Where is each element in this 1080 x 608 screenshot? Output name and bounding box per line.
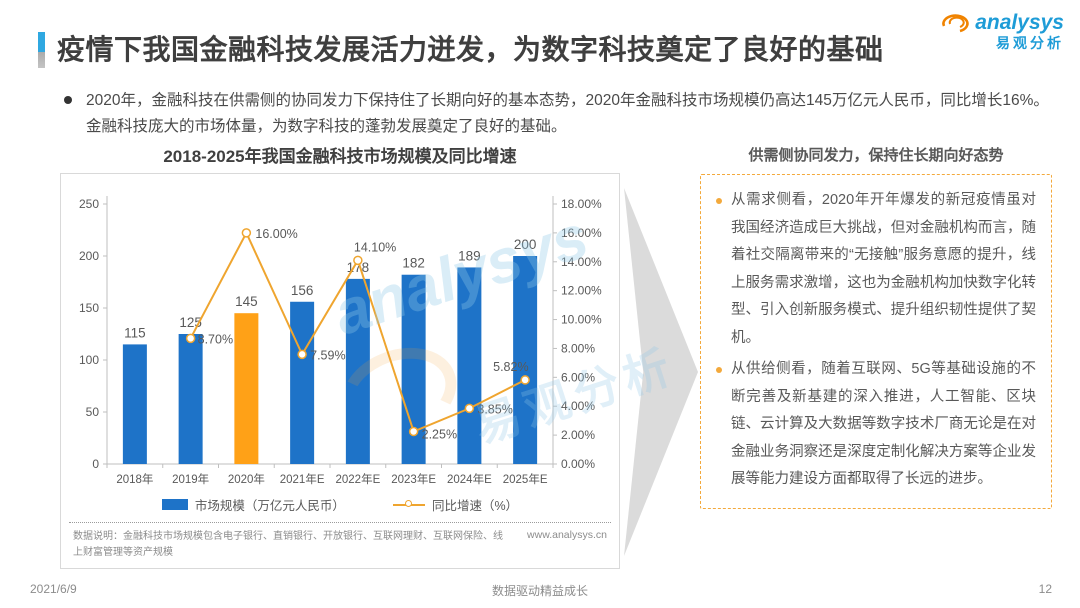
analysys-logo: analysys 易观分析 <box>942 11 1064 53</box>
source-url: www.analysys.cn <box>527 529 607 541</box>
legend-item-market-size: 市场规模（万亿元人民币） <box>161 495 345 514</box>
svg-text:0.00%: 0.00% <box>561 457 595 471</box>
legend-line-label: 同比增速（%） <box>431 499 519 513</box>
svg-text:2018年: 2018年 <box>116 472 153 486</box>
header: 疫情下我国金融科技发展活力迸发，为数字科技奠定了良好的基础 <box>38 28 884 68</box>
page-number: 12 <box>1038 582 1052 596</box>
logo-brand-text: analysys <box>975 11 1064 34</box>
chart-legend: 市场规模（万亿元人民币） 同比增速（%） <box>65 495 615 514</box>
svg-text:0: 0 <box>92 457 99 471</box>
footer-date: 2021/6/9 <box>30 582 77 596</box>
svg-text:3.85%: 3.85% <box>477 402 512 416</box>
svg-text:50: 50 <box>86 405 100 419</box>
logo-swirl-icon <box>942 14 969 33</box>
panel-box: 从需求侧看，2020年开年爆发的新冠疫情虽对我国经济造成巨大挑战，但对金融机构而… <box>700 174 1052 510</box>
svg-text:18.00%: 18.00% <box>561 197 602 211</box>
svg-text:10.00%: 10.00% <box>561 313 602 327</box>
svg-text:145: 145 <box>235 294 258 309</box>
bullet-dot-icon <box>64 96 72 104</box>
svg-text:2.00%: 2.00% <box>561 428 595 442</box>
svg-text:200: 200 <box>79 249 99 263</box>
svg-text:2.25%: 2.25% <box>422 428 457 442</box>
intro-text: 2020年，金融科技在供需侧的协同发力下保持住了长期向好的基本态势，2020年金… <box>86 92 1049 136</box>
intro-bullet: 2020年，金融科技在供需侧的协同发力下保持住了长期向好的基本态势，2020年金… <box>64 88 1054 141</box>
svg-text:14.10%: 14.10% <box>354 240 396 254</box>
svg-text:182: 182 <box>402 256 425 271</box>
svg-text:8.00%: 8.00% <box>561 341 595 355</box>
svg-text:2022年E: 2022年E <box>335 472 380 486</box>
svg-text:2019年: 2019年 <box>172 472 209 486</box>
legend-line-swatch <box>392 500 425 507</box>
svg-text:150: 150 <box>79 301 99 315</box>
chart-title: 2018-2025年我国金融科技市场规模及同比增速 <box>163 147 517 166</box>
legend-bar-label: 市场规模（万亿元人民币） <box>194 499 345 513</box>
panel-bullet-demand-text: 从需求侧看，2020年开年爆发的新冠疫情虽对我国经济造成巨大挑战，但对金融机构而… <box>731 192 1036 346</box>
svg-text:6.00%: 6.00% <box>561 370 595 384</box>
svg-text:100: 100 <box>79 353 99 367</box>
svg-text:115: 115 <box>124 325 146 340</box>
panel-bullet-list: 从需求侧看，2020年开年爆发的新冠疫情虽对我国经济造成巨大挑战，但对金融机构而… <box>716 187 1036 494</box>
legend-line-dot <box>404 500 412 507</box>
insight-panel: 供需侧协同发力，保持住长期向好态势 从需求侧看，2020年开年爆发的新冠疫情虽对… <box>700 144 1052 510</box>
chart-note-divider <box>69 522 611 523</box>
svg-text:189: 189 <box>458 248 481 263</box>
svg-text:14.00%: 14.00% <box>561 255 602 269</box>
legend-bar-swatch <box>161 499 188 510</box>
panel-title: 供需侧协同发力，保持住长期向好态势 <box>748 147 1004 164</box>
panel-bullet-supply-text: 从供给侧看，随着互联网、5G等基础设施的不断完善及新基建的深入推进，人工智能、区… <box>731 361 1036 488</box>
svg-text:2024年E: 2024年E <box>447 472 492 486</box>
data-note: 数据说明：金融科技市场规模包含电子银行、直销银行、开放银行、互联网理财、互联网保… <box>73 531 503 558</box>
footer-slogan: 数据驱动精益成长 <box>491 584 588 598</box>
svg-text:2025年E: 2025年E <box>503 472 548 486</box>
svg-text:250: 250 <box>79 197 99 211</box>
svg-text:5.82%: 5.82% <box>493 360 528 374</box>
chart-note-row: 数据说明：金融科技市场规模包含电子银行、直销银行、开放银行、互联网理财、互联网保… <box>65 529 615 562</box>
orange-bullet-dot-icon <box>716 198 722 204</box>
page-title: 疫情下我国金融科技发展活力迸发，为数字科技奠定了良好的基础 <box>57 34 884 65</box>
svg-text:16.00%: 16.00% <box>561 226 602 240</box>
chart-section: 2018-2025年我国金融科技市场规模及同比增速 0 50 100 150 200 25… <box>60 142 620 569</box>
footer: 2021/6/9 数据驱动精益成长 12 <box>0 582 1080 600</box>
svg-text:4.00%: 4.00% <box>561 399 595 413</box>
flow-arrow-shape <box>624 188 698 556</box>
bar-line-chart: 0 50 100 150 200 250 0.00% 2.00% 4.00% 6.00% 8.00%… <box>79 196 602 486</box>
title-accent-bar <box>38 32 45 68</box>
svg-text:16.00%: 16.00% <box>255 227 297 241</box>
svg-text:2021年E: 2021年E <box>280 472 325 486</box>
legend-item-growth-rate: 同比增速（%） <box>392 495 519 514</box>
orange-bullet-dot-icon <box>716 367 722 374</box>
svg-text:12.00%: 12.00% <box>561 284 602 298</box>
panel-bullet-supply: 从供给侧看，随着互联网、5G等基础设施的不断完善及新基建的深入推进，人工智能、区… <box>716 356 1036 494</box>
logo-brand-cn-text: 易观分析 <box>996 35 1064 51</box>
svg-text:7.59%: 7.59% <box>310 348 345 362</box>
svg-text:2023年E: 2023年E <box>391 472 436 486</box>
panel-bullet-demand: 从需求侧看，2020年开年爆发的新冠疫情虽对我国经济造成巨大挑战，但对金融机构而… <box>716 187 1036 352</box>
chart-box: 0 50 100 150 200 250 0.00% 2.00% 4.00% 6.00% 8.00%… <box>60 173 620 569</box>
svg-text:156: 156 <box>291 283 314 298</box>
svg-text:200: 200 <box>514 237 537 252</box>
svg-text:2020年: 2020年 <box>228 472 265 486</box>
svg-text:8.70%: 8.70% <box>198 332 233 346</box>
